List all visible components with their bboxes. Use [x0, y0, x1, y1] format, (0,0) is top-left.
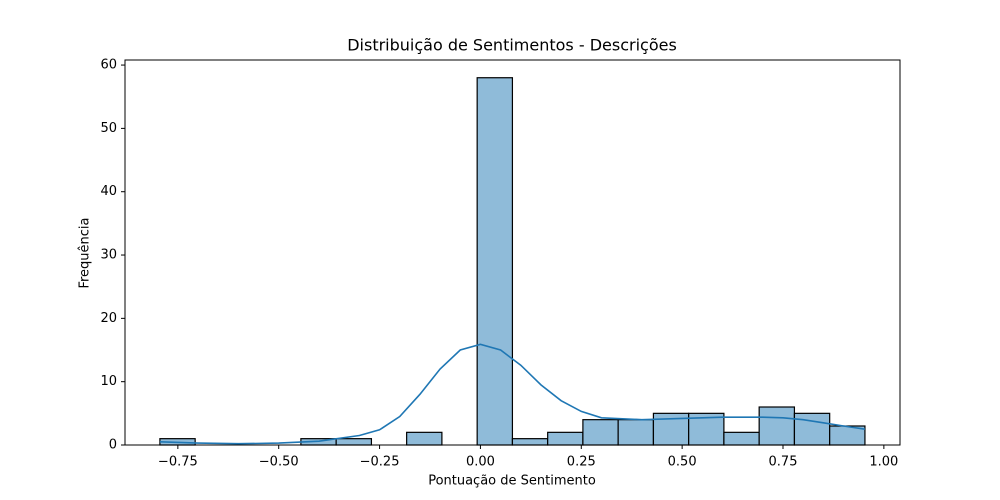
bar: [406, 431, 443, 446]
y-tick-label: 0: [109, 438, 117, 453]
x-tick-label: 0.25: [567, 455, 596, 470]
y-tick-label: 50: [100, 121, 117, 136]
kde-line: [159, 343, 866, 445]
y-tick-label: 40: [100, 184, 117, 199]
y-tick-label: 30: [100, 248, 117, 263]
x-tick-label: 0.75: [769, 455, 798, 470]
y-axis-label: Frequência: [78, 217, 93, 288]
x-tick-label: 0.50: [668, 455, 697, 470]
chart-title: Distribuição de Sentimentos - Descrições: [347, 36, 677, 55]
x-tick-label: −0.50: [259, 455, 299, 470]
bar: [547, 431, 584, 446]
y-tick-label: 20: [100, 311, 117, 326]
plot-frame: [124, 59, 901, 446]
x-tick-label: 0.00: [466, 455, 495, 470]
bar: [335, 438, 373, 446]
bar: [617, 419, 655, 446]
x-tick-label: 1.00: [869, 455, 898, 470]
bar: [511, 438, 549, 446]
y-tick-label: 10: [100, 374, 117, 389]
x-axis-label: Pontuação de Sentimento: [428, 474, 596, 489]
x-tick-label: −0.75: [158, 455, 198, 470]
x-tick-label: −0.25: [360, 455, 400, 470]
bar: [793, 412, 831, 446]
bar: [758, 406, 796, 446]
bar: [723, 431, 760, 446]
bar: [476, 77, 514, 446]
y-tick-label: 60: [100, 58, 117, 73]
bar: [582, 419, 619, 446]
